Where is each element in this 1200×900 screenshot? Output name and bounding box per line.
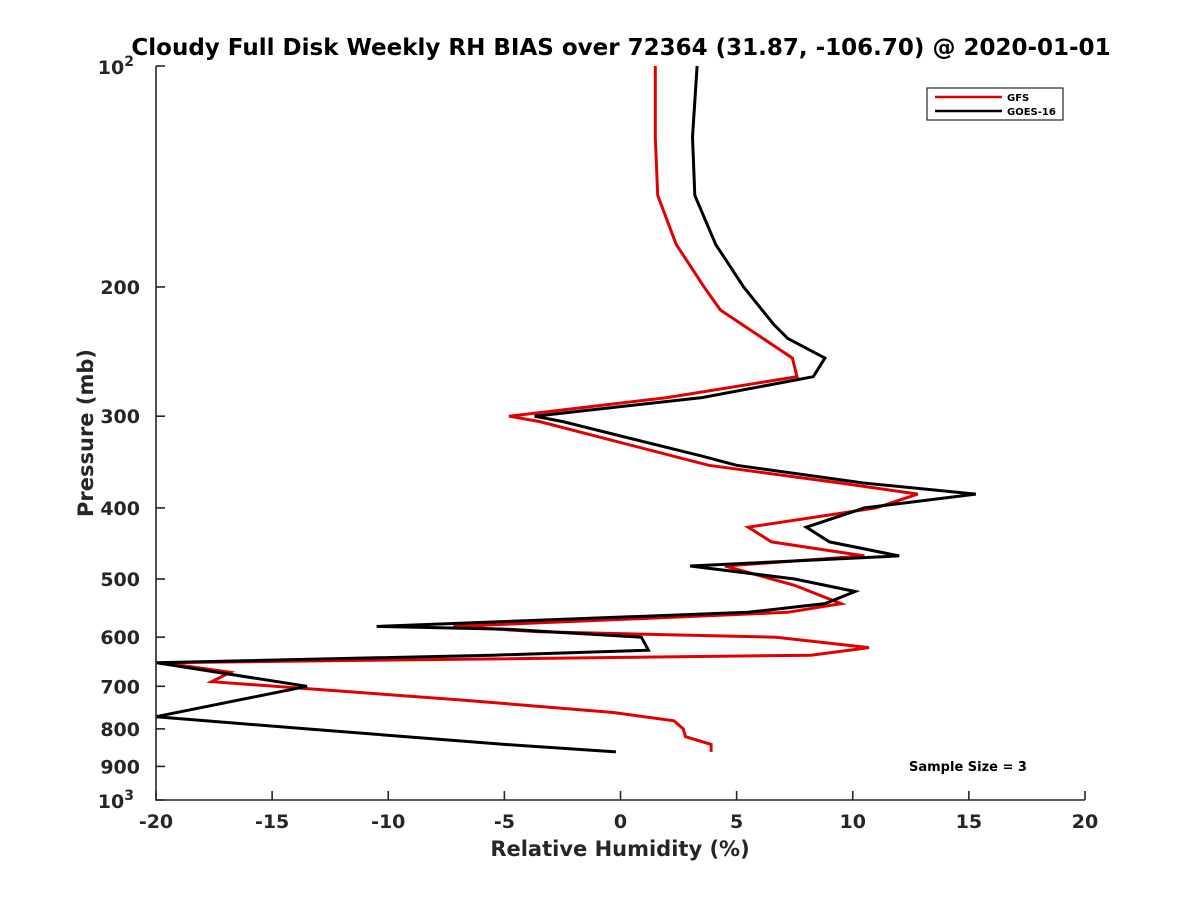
x-tick-label: 15 [956,811,982,833]
y-tick-label: 300 [100,406,140,428]
x-tick-label: 0 [614,811,627,833]
legend-label-goes16: GOES-16 [1007,107,1056,118]
y-tick-label: 102 [98,54,134,79]
chart-title: Cloudy Full Disk Weekly RH BIAS over 723… [131,35,1110,61]
x-axis: -20 -15 -10 -5 0 5 10 15 20 [139,791,1098,833]
y-tick-label: 800 [100,719,140,741]
y-tick-label: 500 [100,569,140,591]
x-tick-label: 5 [730,811,743,833]
y-axis: 102 200 300 400 500 600 700 800 900 103 [98,54,165,813]
x-tick-label: 10 [840,811,866,833]
legend-label-gfs: GFS [1007,93,1029,104]
x-tick-label: -5 [494,811,515,833]
x-tick-label: 20 [1072,811,1098,833]
y-axis-label: Pressure (mb) [74,349,98,517]
plot-area [156,66,1085,800]
x-tick-label: -15 [255,811,289,833]
y-tick-label: 900 [100,756,140,778]
series-layer [155,65,976,754]
y-tick-label: 200 [100,277,140,299]
sample-size-annotation: Sample Size = 3 [909,760,1027,775]
x-tick-label: -10 [371,811,405,833]
series-line-goes16 [155,65,976,754]
x-tick-label: -20 [139,811,173,833]
y-tick-label: 400 [100,498,140,520]
legend: GFS GOES-16 [926,87,1064,121]
y-tick-label: 103 [98,788,134,813]
legend-box [926,87,1064,121]
y-tick-label: 700 [100,676,140,698]
y-tick-label: 600 [100,627,140,649]
x-axis-label: Relative Humidity (%) [490,837,749,861]
